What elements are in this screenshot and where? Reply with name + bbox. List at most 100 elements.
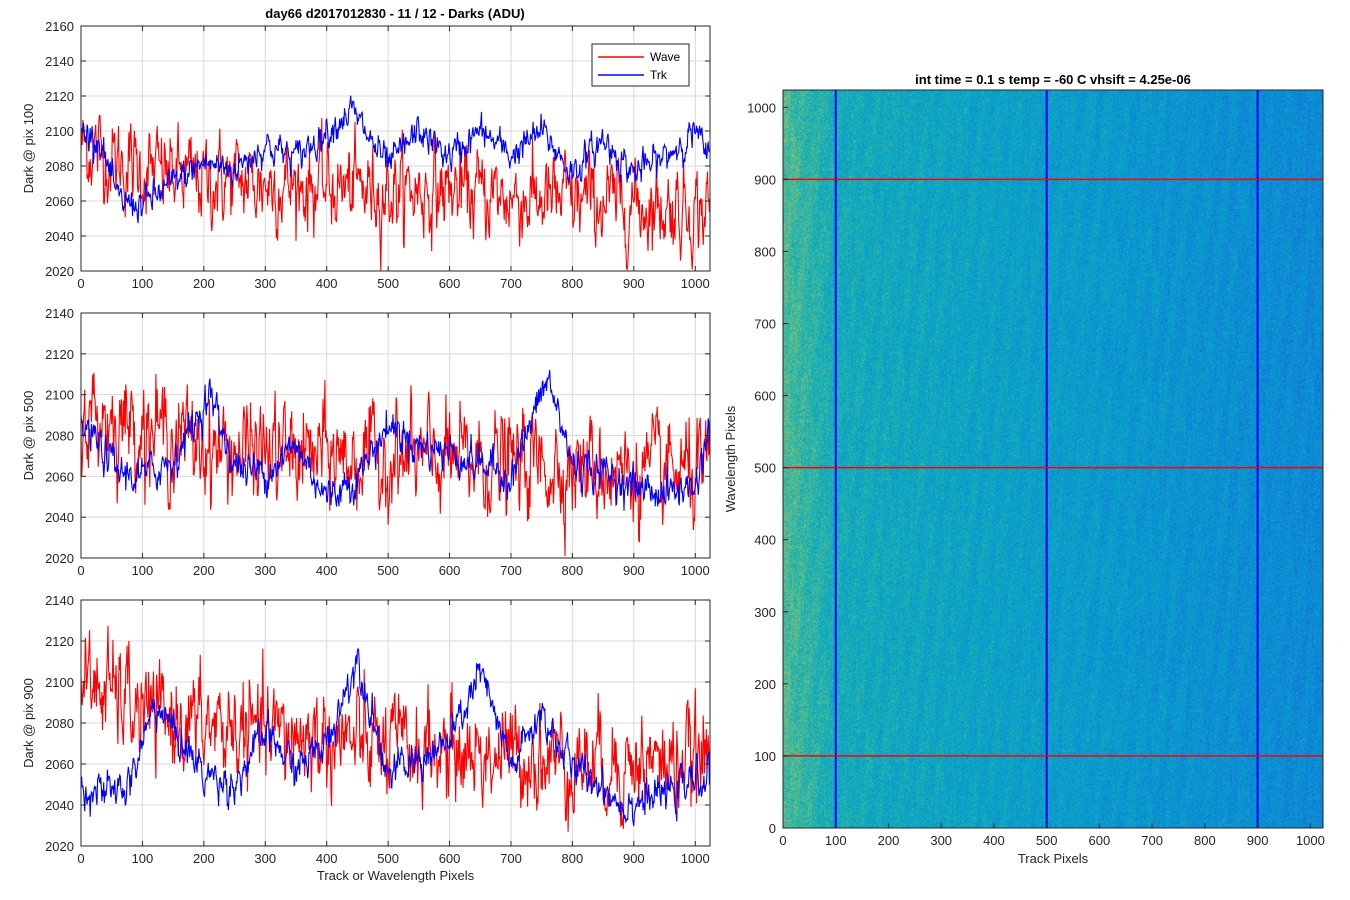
x-tick-label: 800 (1194, 833, 1216, 848)
x-tick-label: 700 (1141, 833, 1163, 848)
axes-frame (80, 25, 711, 272)
y-tick-label: 1000 (747, 100, 776, 115)
x-tick-label: 300 (254, 276, 276, 291)
x-tick-label: 200 (878, 833, 900, 848)
y-tick-label: 200 (754, 677, 776, 692)
x-tick-label: 100 (132, 851, 154, 866)
y-tick-label: 500 (754, 461, 776, 476)
y-axis-label: Wavelength Pixels (723, 405, 738, 512)
y-tick-label: 2140 (45, 593, 74, 608)
y-tick-label: 2020 (45, 551, 74, 566)
x-tick-label: 400 (983, 833, 1005, 848)
x-tick-label: 400 (316, 563, 338, 578)
x-tick-label: 300 (254, 563, 276, 578)
x-tick-label: 300 (930, 833, 952, 848)
x-tick-label: 0 (77, 276, 84, 291)
y-axis-label: Dark @ pix 500 (21, 391, 36, 481)
y-axis-label: Dark @ pix 900 (21, 678, 36, 768)
y-tick-label: 2120 (45, 634, 74, 649)
line-chart-1: 0 100 200 300 400 500 600 700 800 900 1000 2020 2040… (21, 19, 711, 291)
y-tick-label: 2040 (45, 510, 74, 525)
y-tick-label: 2020 (45, 264, 74, 279)
x-tick-label: 700 (500, 563, 522, 578)
x-tick-label: 1000 (681, 563, 710, 578)
y-tick-label: 100 (754, 749, 776, 764)
x-tick-label: 100 (825, 833, 847, 848)
x-tick-label: 500 (377, 276, 399, 291)
x-tick-label: 100 (132, 276, 154, 291)
y-tick-label: 2140 (45, 306, 74, 321)
series-line-trk (80, 647, 711, 827)
x-tick-label: 800 (562, 563, 584, 578)
figure-title: day66 d2017012830 - 11 / 12 - Darks (ADU… (265, 6, 524, 21)
legend-label-trk: Trk (650, 68, 668, 82)
x-tick-label: 100 (132, 563, 154, 578)
y-tick-label: 400 (754, 533, 776, 548)
x-tick-label: 200 (193, 276, 215, 291)
x-axis-label: Track or Wavelength Pixels (317, 868, 475, 883)
y-tick-label: 600 (754, 389, 776, 404)
y-tick-label: 300 (754, 605, 776, 620)
legend-box (591, 43, 690, 87)
x-axis-label: Track Pixels (1018, 851, 1089, 866)
x-tick-label: 600 (1089, 833, 1111, 848)
y-tick-label: 2060 (45, 469, 74, 484)
y-tick-label: 2160 (45, 19, 74, 34)
x-tick-label: 600 (439, 563, 461, 578)
x-tick-label: 1000 (1296, 833, 1325, 848)
x-tick-label: 800 (562, 276, 584, 291)
x-tick-label: 800 (562, 851, 584, 866)
x-tick-label: 400 (316, 276, 338, 291)
x-tick-label: 900 (1247, 833, 1269, 848)
series-line-wave (80, 114, 711, 272)
x-tick-label: 900 (623, 563, 645, 578)
x-tick-label: 900 (623, 851, 645, 866)
x-tick-label: 0 (77, 851, 84, 866)
heatmap-image (783, 90, 1323, 828)
y-tick-label: 2120 (45, 89, 74, 104)
x-tick-label: 900 (623, 276, 645, 291)
x-tick-label: 1000 (681, 276, 710, 291)
y-tick-label: 2080 (45, 716, 74, 731)
heatmap-frame (782, 89, 1324, 829)
x-tick-label: 0 (77, 563, 84, 578)
series-line-wave (80, 625, 711, 832)
x-tick-label: 600 (439, 276, 461, 291)
heatmap-chart: 0 100 200 300 400 500 600 700 800 900 1000 0 100 200 3… (723, 72, 1325, 866)
series-line-trk (80, 369, 711, 511)
x-tick-label: 500 (377, 851, 399, 866)
x-tick-label: 0 (779, 833, 786, 848)
x-tick-label: 500 (1036, 833, 1058, 848)
y-tick-label: 2080 (45, 159, 74, 174)
y-tick-label: 2100 (45, 675, 74, 690)
y-tick-label: 2100 (45, 124, 74, 139)
line-chart-2: 0 100 200 300 400 500 600 700 800 900 1000 2020 2040… (21, 306, 711, 578)
x-tick-label: 600 (439, 851, 461, 866)
x-tick-label: 200 (193, 851, 215, 866)
y-tick-label: 2060 (45, 194, 74, 209)
x-tick-label: 300 (254, 851, 276, 866)
y-tick-label: 0 (769, 821, 776, 836)
y-tick-label: 2140 (45, 54, 74, 69)
heatmap-title: int time = 0.1 s temp = -60 C vhsift = 4… (915, 72, 1191, 87)
x-tick-label: 1000 (681, 851, 710, 866)
y-tick-label: 2120 (45, 347, 74, 362)
x-tick-label: 700 (500, 276, 522, 291)
y-tick-label: 2080 (45, 429, 74, 444)
y-tick-label: 2040 (45, 229, 74, 244)
y-tick-label: 800 (754, 244, 776, 259)
y-tick-label: 2060 (45, 757, 74, 772)
line-chart-3: 0 100 200 300 400 500 600 700 800 900 1000 2020 2040… (21, 593, 711, 883)
y-tick-label: 2040 (45, 798, 74, 813)
x-tick-label: 700 (500, 851, 522, 866)
legend-label-wave: Wave (650, 50, 681, 64)
y-tick-label: 900 (754, 172, 776, 187)
x-tick-label: 400 (316, 851, 338, 866)
y-tick-label: 2020 (45, 839, 74, 854)
legend: Wave Trk (591, 43, 690, 87)
series-line-trk (80, 95, 711, 224)
y-tick-label: 2100 (45, 388, 74, 403)
y-axis-label: Dark @ pix 100 (21, 104, 36, 194)
x-tick-label: 200 (193, 563, 215, 578)
